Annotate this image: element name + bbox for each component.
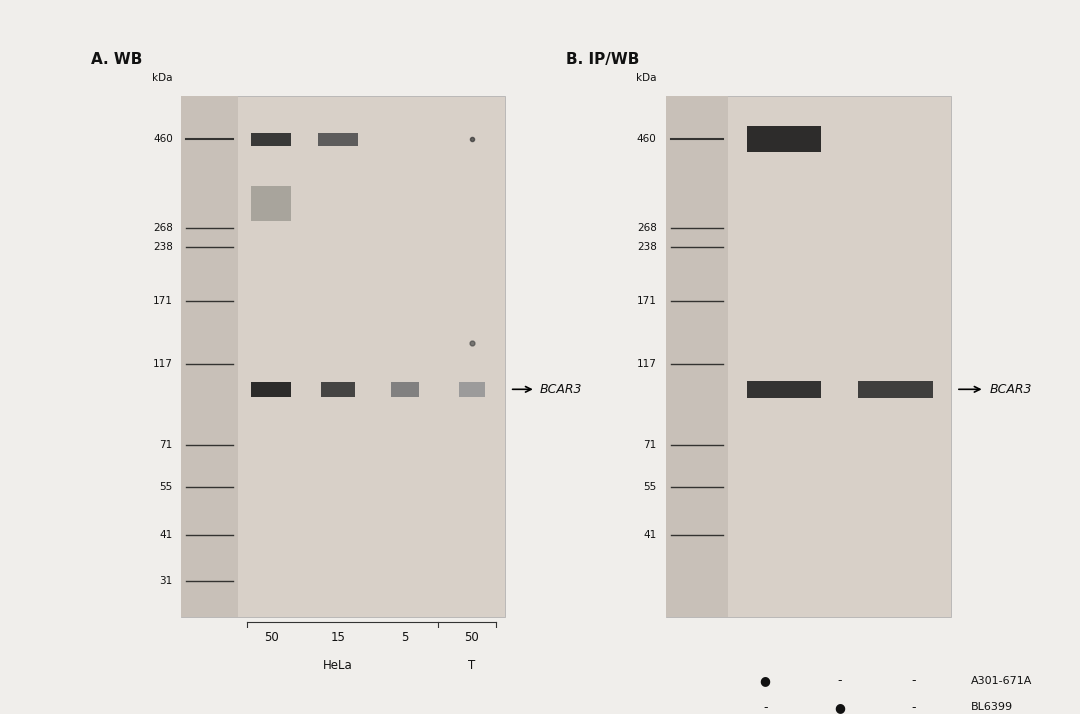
Text: 460: 460 bbox=[637, 134, 657, 144]
Text: -: - bbox=[912, 675, 916, 688]
Text: ●: ● bbox=[834, 701, 845, 714]
Bar bbox=[666, 96, 951, 617]
Text: -: - bbox=[912, 701, 916, 714]
Text: 55: 55 bbox=[644, 483, 657, 493]
Text: 71: 71 bbox=[160, 441, 173, 451]
Bar bbox=[746, 126, 821, 152]
Bar bbox=[391, 382, 419, 397]
Text: 268: 268 bbox=[153, 223, 173, 233]
Text: 238: 238 bbox=[153, 242, 173, 252]
Text: 117: 117 bbox=[637, 358, 657, 368]
Bar bbox=[746, 381, 821, 398]
Text: 268: 268 bbox=[637, 223, 657, 233]
Text: 50: 50 bbox=[464, 630, 480, 643]
Text: T: T bbox=[469, 659, 475, 672]
Text: BCAR3: BCAR3 bbox=[989, 383, 1031, 396]
Text: A. WB: A. WB bbox=[91, 51, 143, 66]
Text: B. IP/WB: B. IP/WB bbox=[566, 51, 639, 66]
Text: 171: 171 bbox=[153, 296, 173, 306]
Bar bbox=[459, 382, 485, 397]
Text: ●: ● bbox=[759, 675, 771, 688]
Text: kDa: kDa bbox=[636, 73, 657, 83]
Bar bbox=[252, 186, 291, 221]
Bar bbox=[181, 96, 505, 617]
Text: 41: 41 bbox=[160, 531, 173, 540]
Text: A301-671A: A301-671A bbox=[971, 676, 1032, 686]
Text: 5: 5 bbox=[402, 630, 408, 643]
Bar bbox=[252, 382, 291, 397]
Text: 55: 55 bbox=[160, 483, 173, 493]
Text: 171: 171 bbox=[637, 296, 657, 306]
Text: HeLa: HeLa bbox=[323, 659, 353, 672]
Text: 50: 50 bbox=[264, 630, 279, 643]
Text: 31: 31 bbox=[160, 576, 173, 586]
Text: BL6399: BL6399 bbox=[971, 703, 1013, 713]
Bar bbox=[321, 382, 355, 397]
Text: 15: 15 bbox=[330, 630, 346, 643]
Text: -: - bbox=[837, 675, 841, 688]
Bar bbox=[252, 133, 291, 146]
Text: 460: 460 bbox=[153, 134, 173, 144]
Bar bbox=[319, 133, 357, 146]
Bar bbox=[859, 381, 932, 398]
Text: 41: 41 bbox=[644, 531, 657, 540]
Bar bbox=[666, 96, 728, 617]
Text: 71: 71 bbox=[644, 441, 657, 451]
Text: -: - bbox=[762, 701, 768, 714]
Bar bbox=[181, 96, 238, 617]
Text: 238: 238 bbox=[637, 242, 657, 252]
Text: BCAR3: BCAR3 bbox=[540, 383, 582, 396]
Text: 117: 117 bbox=[153, 358, 173, 368]
Text: kDa: kDa bbox=[152, 73, 173, 83]
